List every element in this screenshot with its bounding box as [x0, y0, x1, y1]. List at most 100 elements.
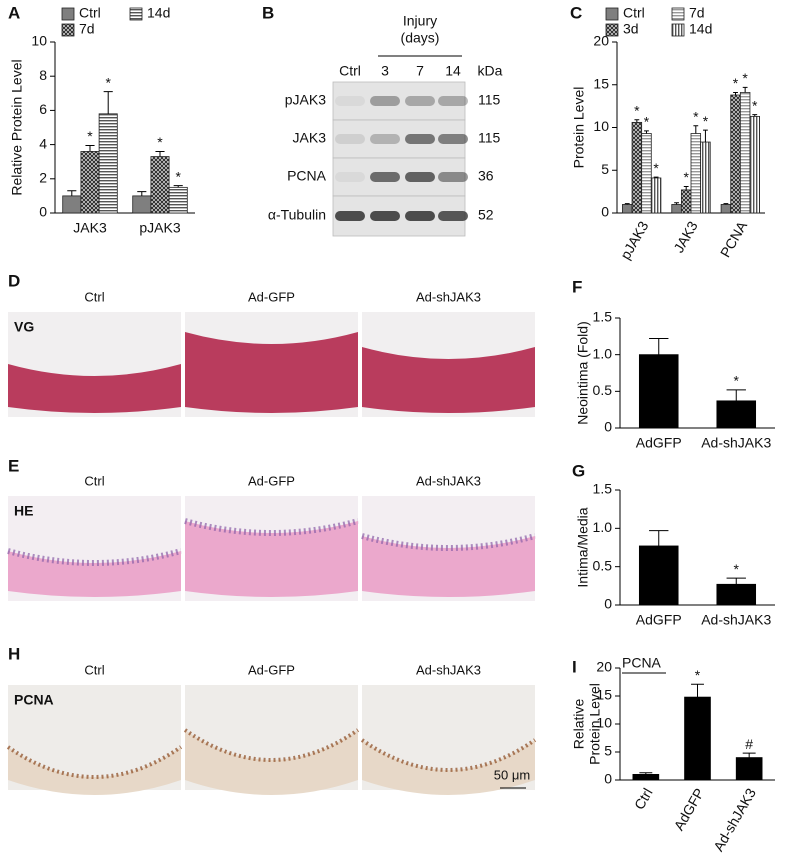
panel-letter: H [8, 644, 20, 663]
error-bar [653, 176, 659, 178]
legend-swatch [605, 7, 619, 21]
significance-mark: * [734, 561, 740, 577]
row-label: pJAK3 [285, 92, 326, 108]
y-tick-label: 15 [593, 75, 609, 91]
error-bar [644, 130, 649, 134]
error-bar [173, 185, 183, 188]
y-tick-label: 0 [601, 204, 609, 220]
tissue-nuclei [184, 518, 359, 536]
significance-mark: * [693, 108, 699, 124]
bar [730, 94, 741, 214]
row-label: JAK3 [293, 130, 327, 146]
blot-band [405, 134, 435, 144]
tissue-nuclei [6, 745, 183, 779]
panel-letter: G [572, 461, 585, 480]
y-tick-label: 5 [601, 161, 609, 177]
error-bar [752, 114, 758, 117]
blot-band [405, 211, 435, 221]
bar [716, 400, 757, 429]
legend-swatch [671, 7, 685, 21]
column-label: Ctrl [84, 662, 104, 677]
significance-mark: * [653, 160, 659, 176]
blot-band [438, 211, 468, 221]
panel-letter: E [8, 456, 19, 475]
tissue-layer [8, 747, 181, 795]
y-tick-label: 10 [593, 118, 609, 134]
y-axis-label: Relative Protein Level [9, 59, 25, 195]
error-bar [726, 577, 746, 585]
legend-swatch [671, 23, 685, 37]
stain-label: HE [14, 503, 33, 519]
blot-band [438, 96, 468, 106]
bar [716, 583, 757, 606]
blot-band [370, 134, 400, 144]
y-tick-label: 0 [604, 419, 612, 435]
bar [80, 151, 100, 214]
bar [98, 113, 118, 214]
y-tick-label: 1.5 [593, 309, 613, 325]
error-bar [649, 530, 669, 546]
bar [641, 133, 652, 214]
significance-mark: * [634, 103, 640, 119]
bar [150, 156, 170, 214]
error-bar [742, 86, 748, 93]
x-tick-label: Ad-shJAK3 [710, 785, 759, 854]
tissue-layer [8, 364, 181, 413]
blot-band [335, 172, 365, 182]
error-bar [693, 125, 699, 134]
x-tick-label: AdGFP [636, 435, 682, 451]
kda-value: 36 [478, 168, 494, 184]
column-label: Ad-GFP [248, 473, 295, 488]
bar [735, 757, 763, 781]
error-bar [683, 185, 689, 190]
significance-mark: * [752, 97, 758, 113]
significance-mark: * [644, 114, 650, 130]
blot-band [335, 211, 365, 221]
tissue-nuclei [361, 533, 536, 551]
blot-band [370, 211, 400, 221]
error-bar [67, 190, 77, 196]
y-tick-label: 15 [596, 687, 612, 703]
legend-swatch [61, 23, 75, 37]
tissue-layer [185, 521, 358, 597]
panel-letter: I [572, 657, 577, 676]
panel-letter: B [262, 3, 274, 22]
x-tick-label: Ad-shJAK3 [701, 612, 771, 628]
significance-mark: * [734, 373, 740, 389]
error-bar [85, 144, 95, 152]
blot-band [438, 134, 468, 144]
bar [749, 115, 760, 214]
y-tick-label: 1.0 [593, 345, 613, 361]
bar [632, 774, 660, 781]
error-bar [649, 338, 669, 355]
lane-label: Ctrl [339, 63, 361, 79]
error-bar [723, 203, 729, 205]
blot-band [405, 172, 435, 182]
error-bar [674, 202, 679, 205]
bar [622, 204, 633, 214]
column-label: Ad-shJAK3 [416, 289, 481, 304]
error-bar [742, 752, 756, 758]
bar [671, 204, 682, 214]
blot-band [335, 96, 365, 106]
legend-label: Ctrl [623, 5, 645, 21]
y-tick-label: 6 [39, 101, 47, 117]
error-bar [691, 683, 704, 698]
x-tick-label: JAK3 [670, 218, 701, 255]
legend-swatch [129, 7, 143, 21]
legend-label: 14d [147, 5, 170, 21]
stain-label: PCNA [14, 692, 54, 708]
significance-mark: * [733, 75, 739, 91]
lane-label: 3 [381, 63, 389, 79]
column-label: Ad-shJAK3 [416, 662, 481, 677]
kda-value: 115 [478, 92, 501, 108]
legend-label: 7d [79, 21, 95, 37]
y-axis-label: Protein Level [571, 87, 587, 169]
y-axis-label: Relative [571, 699, 587, 750]
y-tick-label: 4 [39, 135, 47, 151]
column-label: Ctrl [84, 473, 104, 488]
y-tick-label: 0 [39, 204, 47, 220]
bar [700, 141, 711, 214]
unit-label: kDa [478, 63, 503, 79]
tissue-nuclei [7, 548, 182, 566]
